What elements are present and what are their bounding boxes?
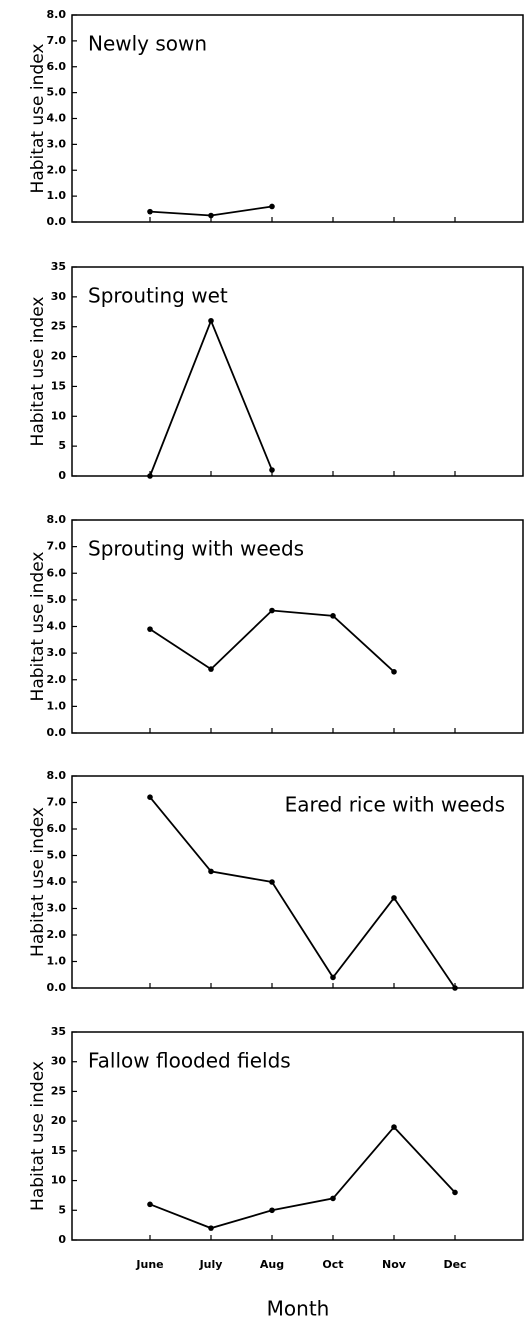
data-point	[147, 794, 153, 800]
x-tick-label: June	[135, 1258, 163, 1271]
panel-title: Sprouting wet	[88, 284, 228, 308]
y-tick-label: 7.0	[47, 540, 67, 553]
data-point	[391, 895, 397, 901]
x-tick-label: Aug	[260, 1258, 284, 1271]
data-point	[147, 1201, 153, 1208]
y-tick-label: 6.0	[47, 822, 67, 835]
y-axis-label: Habitat use index	[28, 1061, 48, 1211]
data-point	[208, 317, 214, 324]
data-point	[269, 1207, 275, 1214]
data-point	[391, 668, 397, 675]
y-tick-label: 2.0	[47, 928, 67, 941]
panel-title: Newly sown	[88, 32, 207, 56]
y-axis-label: Habitat use index	[28, 552, 48, 702]
y-tick-label: 4.0	[47, 620, 67, 633]
y-tick-label: 0.0	[47, 981, 67, 994]
data-point	[452, 1189, 458, 1196]
y-tick-label: 20	[51, 350, 67, 363]
data-point	[269, 879, 275, 885]
y-tick-label: 35	[51, 1025, 66, 1038]
y-tick-label: 30	[51, 290, 67, 303]
data-point	[147, 208, 153, 215]
data-point	[452, 985, 458, 991]
y-tick-label: 4.0	[47, 112, 67, 125]
y-tick-label: 8.0	[47, 8, 67, 21]
y-tick-label: 8.0	[47, 769, 67, 782]
data-line	[149, 796, 456, 989]
data-point	[208, 212, 214, 219]
data-point	[269, 467, 275, 473]
y-tick-label: 7.0	[47, 796, 67, 809]
y-tick-label: 5.0	[47, 593, 67, 606]
data-point	[147, 473, 153, 479]
data-point	[269, 203, 275, 210]
x-tick-label: July	[199, 1258, 223, 1271]
y-tick-label: 0	[58, 1233, 66, 1246]
data-point	[391, 1124, 397, 1130]
plot-frame	[71, 266, 524, 477]
data-line	[149, 609, 395, 673]
x-axis-label: Month	[267, 1297, 330, 1321]
y-tick-label: 0.0	[47, 215, 67, 228]
data-point	[330, 1195, 336, 1202]
y-tick-label: 3.0	[47, 137, 67, 150]
y-tick-label: 6.0	[47, 566, 67, 579]
y-tick-label: 2.0	[47, 163, 67, 176]
y-tick-label: 4.0	[47, 875, 67, 888]
x-tick-label: Nov	[382, 1258, 407, 1271]
y-tick-label: 3.0	[47, 646, 67, 659]
y-tick-label: 7.0	[47, 34, 67, 47]
y-tick-label: 15	[51, 1144, 66, 1157]
y-tick-label: 0.0	[47, 726, 67, 739]
y-tick-label: 20	[51, 1114, 67, 1127]
y-axis-label: Habitat use index	[28, 297, 48, 447]
y-tick-label: 3.0	[47, 902, 67, 915]
y-tick-label: 15	[51, 379, 66, 392]
y-tick-label: 6.0	[47, 60, 67, 73]
y-tick-label: 35	[51, 260, 66, 273]
y-tick-label: 5	[58, 439, 66, 452]
y-tick-label: 1.0	[47, 699, 67, 712]
y-tick-label: 25	[51, 1084, 66, 1097]
data-line	[149, 1125, 456, 1230]
data-point	[208, 1225, 214, 1231]
panel-title: Sprouting with weeds	[88, 537, 304, 561]
panel-title: Fallow flooded fields	[88, 1049, 291, 1073]
y-tick-label: 2.0	[47, 673, 67, 686]
y-tick-label: 10	[51, 409, 67, 422]
x-tick-label: Oct	[322, 1258, 343, 1271]
y-tick-label: 5	[58, 1203, 66, 1216]
y-tick-label: 0	[58, 469, 66, 482]
data-point	[208, 868, 214, 875]
y-tick-label: 25	[51, 320, 66, 333]
plot-frame	[71, 1031, 524, 1241]
y-tick-label: 5.0	[47, 849, 67, 862]
y-axis-label: Habitat use index	[28, 807, 48, 957]
y-tick-label: 1.0	[47, 189, 67, 202]
y-axis-label: Habitat use index	[28, 44, 48, 194]
x-tick-label: Dec	[443, 1258, 466, 1271]
data-point	[208, 666, 214, 672]
y-tick-label: 10	[51, 1174, 67, 1187]
data-point	[147, 626, 153, 632]
data-point	[330, 613, 336, 619]
y-tick-label: 30	[51, 1055, 67, 1068]
panel-title: Eared rice with weeds	[285, 793, 505, 817]
data-point	[330, 974, 336, 981]
data-line	[149, 318, 273, 477]
data-point	[269, 607, 275, 614]
y-tick-label: 5.0	[47, 86, 67, 99]
y-tick-label: 1.0	[47, 955, 67, 968]
y-tick-label: 8.0	[47, 513, 67, 526]
